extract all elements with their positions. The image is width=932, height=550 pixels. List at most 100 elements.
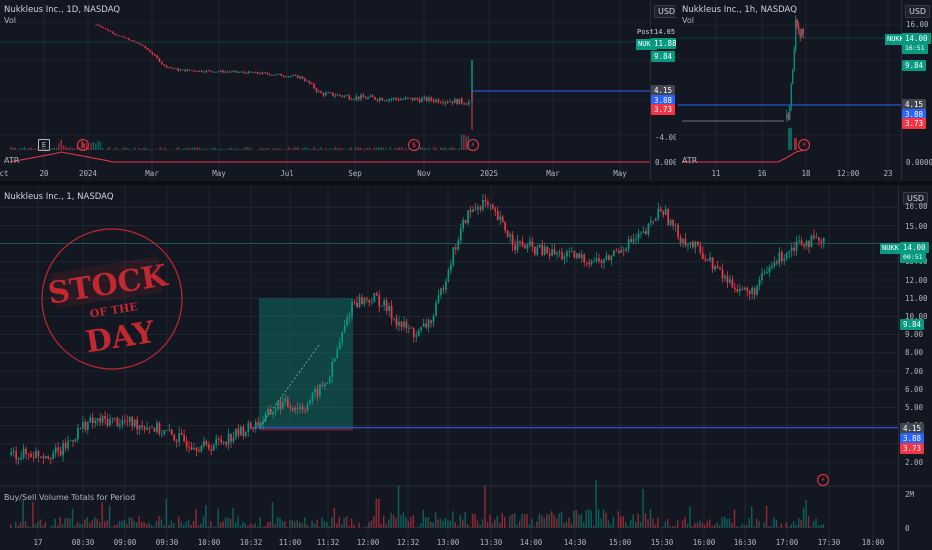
main-candle: [151, 427, 153, 429]
tl-candle: [160, 61, 163, 65]
main-candle: [615, 250, 618, 252]
volume-bar: [459, 515, 462, 528]
main-candle: [185, 441, 188, 447]
volume-bar: [484, 485, 486, 528]
volume-bar: [602, 509, 605, 528]
volume-bar: [182, 524, 185, 528]
y-tick: -4.00: [655, 133, 676, 142]
volume-bar: [407, 521, 410, 528]
volume-bar: [298, 522, 301, 528]
main-candle: [240, 426, 242, 436]
main-candle: [259, 423, 262, 426]
main-candle: [170, 429, 173, 435]
volume-bar: [674, 525, 676, 528]
tl-volume-bar: [65, 146, 67, 150]
volume-bar: [378, 498, 380, 528]
volume-bar: [200, 523, 202, 528]
main-candle: [600, 260, 603, 263]
main-candle: [269, 408, 272, 415]
top-left-chart-title: Nukkleus Inc., 1D, NASDAQ: [4, 5, 121, 15]
main-candle: [54, 447, 57, 453]
pane-separator[interactable]: [0, 181, 932, 185]
last-price-box: 14.00: [902, 33, 931, 44]
volume-bar: [755, 518, 758, 528]
main-chart-canvas[interactable]: [0, 186, 932, 550]
tl-volume-bar: [125, 147, 127, 150]
tl-candle: [233, 70, 236, 72]
volume-bar: [89, 522, 91, 528]
main-candle: [338, 342, 341, 350]
volume-bar: [402, 512, 405, 528]
main-candle: [457, 240, 460, 250]
news-bolt-icon[interactable]: ⚡: [798, 139, 810, 151]
tl-volume-bar: [292, 147, 295, 150]
tl-volume-bar: [33, 148, 35, 150]
volume-bar: [605, 512, 607, 528]
main-candle: [341, 332, 344, 343]
tl-volume-bar: [263, 149, 265, 150]
tl-volume-bar: [118, 149, 120, 150]
volume-bar: [284, 521, 286, 528]
stock-of-the-day-stamp: STOCK OF THE DAY: [41, 228, 183, 370]
tl-candle: [350, 99, 353, 100]
main-candle: [657, 208, 660, 219]
volume-bar: [709, 519, 711, 528]
dividend-icon[interactable]: $: [77, 139, 89, 151]
volume-bar: [691, 526, 694, 528]
stamp-band: [51, 256, 164, 309]
news-bolt-icon[interactable]: ⚡: [467, 139, 479, 151]
volume-bar: [447, 520, 449, 528]
main-candle: [553, 249, 556, 255]
dividend-icon[interactable]: $: [408, 139, 420, 151]
tl-volume-bar: [451, 147, 453, 150]
main-candle: [168, 429, 171, 431]
volume-bar: [27, 525, 29, 528]
tl-candle: [428, 97, 430, 102]
main-chart[interactable]: Nukkleus Inc., 1, NASDAQ Buy/Sell Volume…: [0, 186, 932, 550]
tl-candle: [226, 71, 229, 73]
tr-candle: [798, 26, 800, 33]
top-left-chart-canvas[interactable]: [0, 0, 676, 180]
currency-label[interactable]: USD: [905, 5, 931, 18]
tl-candle: [456, 99, 458, 105]
main-candle: [133, 419, 136, 427]
news-bolt-icon[interactable]: ⚡: [817, 474, 829, 486]
volume-bar: [244, 523, 247, 528]
main-candle: [123, 420, 126, 422]
volume-bar: [496, 515, 499, 528]
main-candle: [267, 408, 269, 414]
x-tick: Jul: [280, 169, 294, 178]
main-candle: [395, 318, 398, 326]
tl-volume-bar: [92, 141, 95, 150]
tl-volume-bar: [318, 149, 320, 150]
price-box: 9.84: [651, 51, 676, 62]
tl-volume-bar: [177, 147, 180, 150]
price-axis-divider: [901, 0, 902, 180]
tl-candle: [240, 71, 243, 73]
tl-candle: [421, 98, 423, 103]
main-candle: [721, 269, 724, 279]
main-candle: [180, 433, 183, 435]
volume-bar: [131, 517, 133, 528]
tl-volume-bar: [449, 147, 451, 150]
currency-label[interactable]: USD: [654, 5, 676, 18]
top-left-chart[interactable]: Nukkleus Inc., 1D, NASDAQ Vol ATR E $ $ …: [0, 0, 676, 180]
price-box: 9.84: [902, 60, 927, 71]
main-candle: [378, 295, 381, 307]
tl-volume-bar: [320, 147, 322, 150]
main-candle: [538, 244, 541, 248]
volume-bar: [432, 522, 434, 528]
currency-label[interactable]: USD: [903, 192, 929, 205]
volume-bar: [560, 511, 563, 528]
tr-atr-line: [682, 149, 805, 163]
top-right-chart[interactable]: Nukkleus Inc., 1h, NASDAQ Vol ATR ⚡ 11 16…: [678, 0, 932, 180]
earnings-icon[interactable]: E: [38, 139, 50, 151]
main-candle: [274, 409, 277, 413]
tl-candle: [282, 75, 285, 77]
main-candle: [148, 427, 151, 429]
volume-bar: [192, 521, 195, 528]
main-candle: [608, 255, 610, 261]
top-right-chart-canvas[interactable]: [678, 0, 932, 180]
volume-bar: [412, 515, 415, 528]
volume-bar: [595, 480, 597, 528]
